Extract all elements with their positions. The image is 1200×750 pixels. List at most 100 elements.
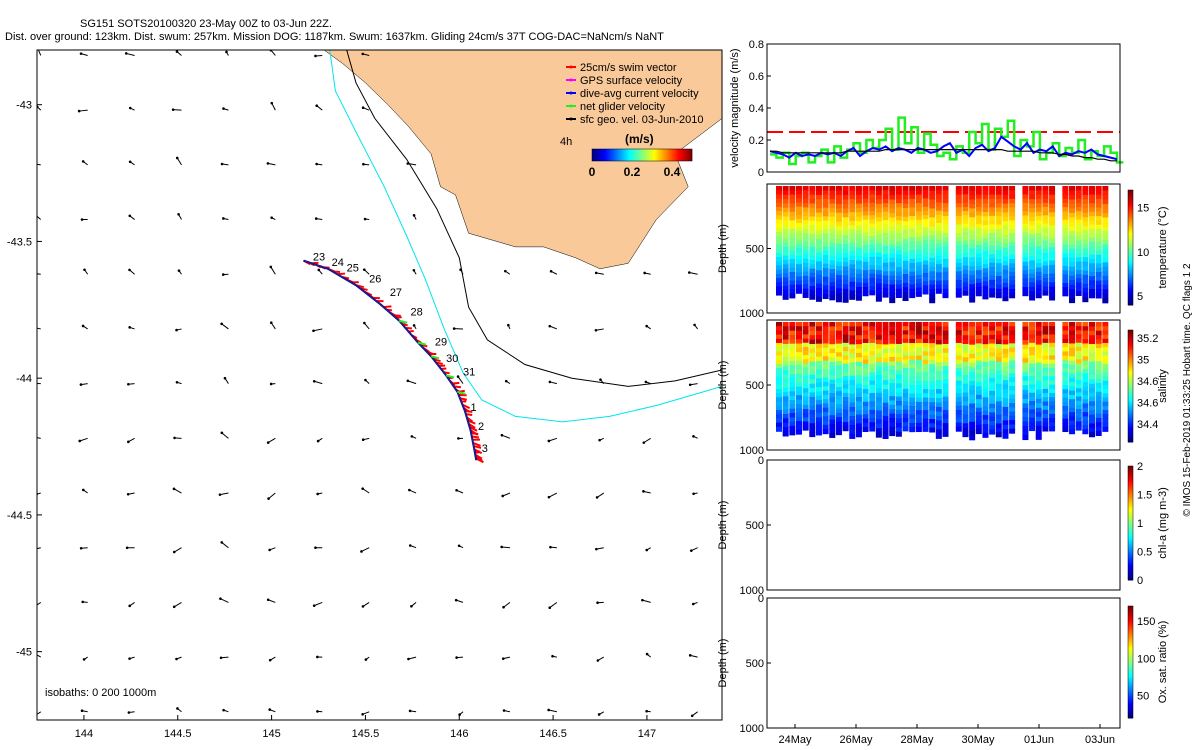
section-cell	[895, 352, 902, 358]
map-colorbar-cell	[628, 149, 630, 161]
section-cell	[1042, 290, 1049, 296]
section-colorbar-cell	[1128, 348, 1133, 352]
section-colorbar-cell	[1128, 205, 1133, 208]
section-cell	[882, 211, 889, 217]
section-cell	[815, 225, 822, 231]
section-cell	[1049, 295, 1056, 301]
section-cell	[1095, 400, 1102, 406]
section-cell	[835, 208, 842, 214]
section-cell	[995, 344, 1002, 350]
section-cell	[1069, 412, 1076, 418]
section-cell	[895, 370, 902, 376]
section-cell	[995, 414, 1002, 420]
geo-arrow-head	[642, 441, 646, 444]
section-cell	[795, 429, 802, 435]
section-cell	[989, 395, 996, 401]
section-cell	[1075, 257, 1082, 263]
section-colorbar-cell	[1128, 226, 1133, 229]
section-cell	[802, 367, 809, 373]
section-cell	[1042, 227, 1049, 233]
section-cell	[942, 254, 949, 260]
map-colorbar-cell	[594, 149, 596, 161]
section-colorbar-cell	[1128, 511, 1133, 514]
swim-vector	[467, 419, 476, 425]
section-cell	[889, 369, 896, 375]
map-colorbar-cell	[609, 149, 611, 161]
section-cell	[902, 190, 909, 196]
section-cell	[982, 190, 989, 196]
section-cell	[1095, 417, 1102, 423]
section-cell	[802, 392, 809, 398]
section-cell	[802, 190, 809, 196]
section-cell	[1075, 194, 1082, 200]
section-cell	[935, 288, 942, 294]
section-cell	[935, 268, 942, 274]
section-cell	[1089, 419, 1096, 425]
section-colorbar-cell	[1128, 264, 1133, 268]
section-cell	[789, 293, 796, 299]
section-cell	[1002, 230, 1009, 236]
section-colorbar-cell	[1128, 387, 1133, 391]
section-cell	[942, 220, 949, 226]
section-cell	[962, 379, 969, 385]
geo-arrow-head	[551, 654, 554, 658]
section-cell	[842, 417, 849, 423]
section-cell	[1049, 418, 1056, 424]
section-cell	[855, 203, 862, 209]
section-ytick-label: 500	[746, 244, 764, 256]
geo-arrow	[37, 711, 42, 715]
legend-label: dive-avg current velocity	[580, 88, 699, 100]
section-cell	[995, 263, 1002, 269]
section-cell	[922, 248, 929, 254]
section-colorbar-cell	[1128, 678, 1133, 682]
section-cell	[1062, 270, 1069, 276]
map-colorbar-cell	[622, 149, 624, 161]
section-cell	[869, 240, 876, 246]
section-cell	[1089, 379, 1096, 385]
section-cell	[915, 236, 922, 242]
section-colorbar-tick: 15	[1137, 203, 1149, 215]
section-cell	[776, 422, 782, 428]
section-cell	[855, 186, 862, 191]
section-cell	[982, 290, 989, 296]
geo-arrow	[271, 102, 276, 111]
section-colorbar-cell	[1128, 343, 1133, 346]
section-cell	[835, 339, 842, 345]
section-cell	[829, 242, 836, 248]
section-cell	[1042, 269, 1049, 275]
section-cell	[995, 207, 1002, 213]
section-cell	[895, 343, 902, 349]
section-cell	[802, 203, 809, 209]
map-colorbar-cell	[621, 149, 623, 161]
section-cell	[915, 228, 922, 234]
section-cell	[835, 412, 842, 418]
section-cell	[889, 335, 896, 341]
section-cell	[849, 212, 856, 218]
section-colorbar-cell	[1128, 524, 1133, 528]
section-cell	[889, 212, 896, 218]
section-cell	[1062, 253, 1069, 259]
geo-arrow-head	[33, 272, 36, 275]
section-cell	[1102, 393, 1109, 399]
map-colorbar-cell	[641, 149, 643, 161]
section-cell	[895, 339, 902, 345]
section-cell	[1102, 248, 1109, 254]
geo-arrow-head	[644, 380, 648, 384]
section-cell	[969, 435, 976, 441]
section-cell	[989, 356, 996, 362]
section-colorbar-cell	[1128, 549, 1133, 552]
section-cell	[1102, 342, 1109, 348]
section-cell	[962, 215, 969, 221]
section-colorbar-cell	[1128, 400, 1133, 404]
geo-arrow-head	[361, 438, 365, 441]
section-cell	[822, 416, 829, 422]
section-cell	[982, 285, 989, 291]
map-colorbar-cell	[662, 149, 664, 161]
section-cell	[809, 242, 816, 248]
section-colorbar-cell	[1128, 282, 1133, 285]
section-cell	[1082, 386, 1089, 392]
section-cell	[909, 293, 916, 299]
section-cell	[929, 248, 936, 254]
geo-arrow-head	[361, 605, 365, 608]
section-cell	[1022, 265, 1029, 271]
